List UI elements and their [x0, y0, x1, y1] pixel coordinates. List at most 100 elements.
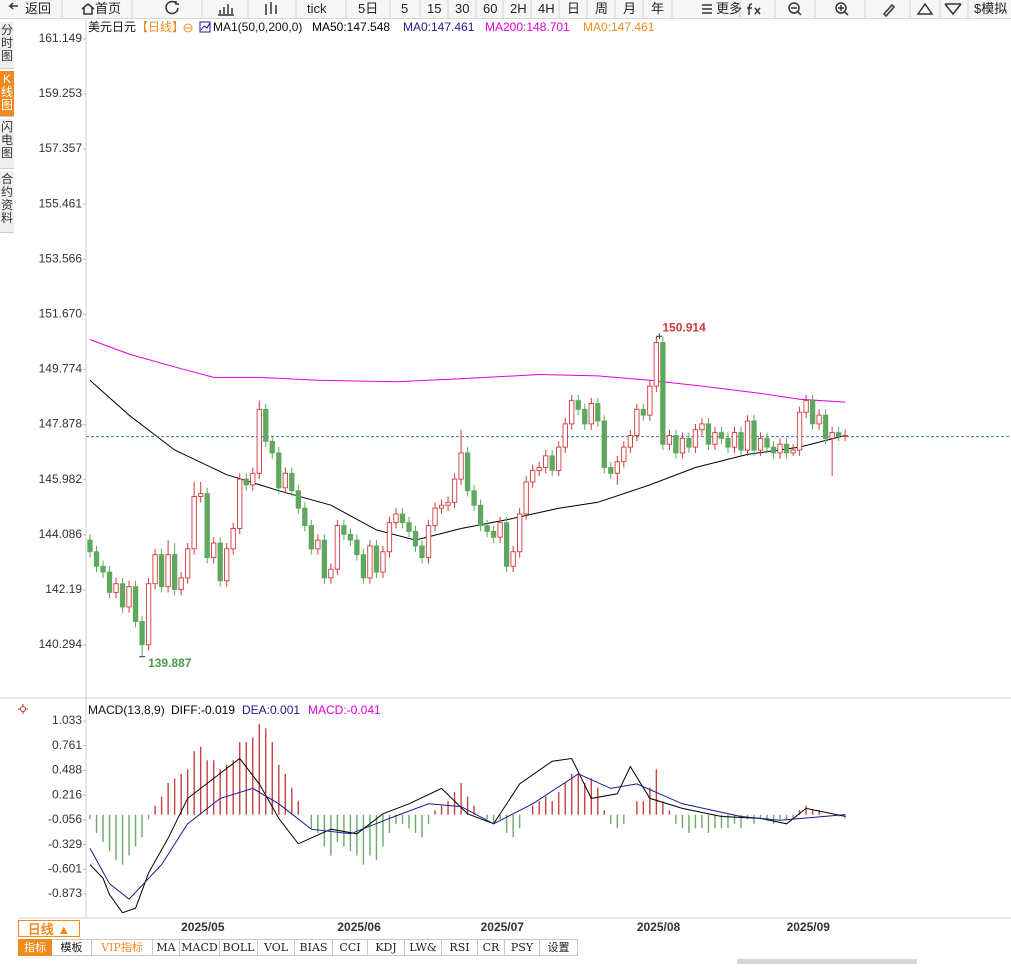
candle-body	[653, 342, 660, 387]
indicator-line	[89, 757, 846, 914]
candle-body	[419, 545, 425, 559]
low-label: 139.887	[148, 656, 192, 670]
candle-body	[237, 478, 243, 529]
sidebar-tab[interactable]: K线图	[0, 71, 14, 117]
candle-body	[367, 545, 373, 579]
candle-body	[380, 551, 386, 573]
indicator-tab[interactable]: CR	[478, 939, 505, 956]
candle-body	[679, 437, 686, 454]
indicator-tab[interactable]: CCI	[333, 939, 368, 956]
candle-body	[250, 472, 256, 486]
indicator-tab[interactable]: RSI	[442, 939, 478, 956]
toolbar-button[interactable]: 15	[427, 1, 442, 16]
indicator-tab[interactable]: 模板	[52, 939, 92, 956]
y-tick-label: 0.488	[52, 763, 82, 777]
toolbar-button[interactable]: tick	[307, 1, 327, 16]
toolbar-button[interactable]: $模拟	[974, 1, 1008, 16]
chart-icons	[183, 21, 211, 33]
indicator-tab[interactable]: MACD	[180, 939, 220, 956]
candle-body	[302, 507, 308, 527]
period-label: 【日线】	[136, 20, 184, 34]
toolbar-button[interactable]: 5日	[358, 1, 379, 16]
y-tick-label: -0.601	[48, 861, 82, 875]
indicator-tab[interactable]: VOL	[258, 939, 295, 956]
candle-body	[451, 478, 458, 503]
candle-body	[334, 525, 341, 570]
candle-body	[699, 423, 705, 431]
candle-body	[608, 467, 614, 474]
candle-body	[315, 539, 321, 550]
candle-body	[406, 522, 412, 532]
indicator-tab[interactable]: 指标	[18, 939, 52, 956]
y-tick-label: 153.566	[39, 251, 83, 265]
indicator-tab[interactable]: PSY	[505, 939, 540, 956]
candle-body	[731, 432, 738, 448]
candle-body	[263, 408, 269, 442]
macd-settings-icon[interactable]	[18, 704, 28, 714]
y-tick-label: 1.033	[52, 713, 82, 727]
candle-body	[256, 408, 262, 474]
candle-body	[836, 432, 842, 436]
indicator-line	[89, 339, 846, 403]
candle-body	[328, 568, 334, 579]
candle-body	[360, 554, 367, 579]
candle-body	[126, 586, 132, 608]
candle-body	[393, 513, 399, 524]
y-tick-label: 161.149	[39, 31, 83, 45]
toolbar-button[interactable]: 周	[595, 1, 609, 16]
high-marker	[656, 333, 663, 340]
candle-body	[647, 385, 653, 416]
toolbar-button[interactable]: 月	[623, 1, 637, 16]
indicator-tab[interactable]: BIAS	[295, 939, 333, 956]
toolbar-button[interactable]: 日	[567, 1, 581, 16]
candle-body	[523, 481, 529, 515]
candle-body	[718, 432, 725, 439]
indicator-line	[89, 773, 846, 900]
sidebar-tab[interactable]: 闪电图	[0, 119, 14, 169]
candle-body	[829, 432, 835, 439]
legend-entry: MA200:148.701	[485, 20, 570, 34]
y-tick-label: 151.670	[39, 307, 83, 321]
candle-body	[139, 621, 145, 646]
candle-body	[224, 548, 230, 582]
candle-body	[230, 528, 236, 550]
candle-body	[445, 501, 451, 506]
indicator-tab[interactable]: KDJ	[368, 939, 405, 956]
toolbar-button[interactable]: 年	[651, 1, 665, 16]
candle-body	[556, 446, 562, 471]
candle-body	[93, 551, 100, 567]
toolbar-button[interactable]: 60	[483, 1, 498, 16]
toolbar-button[interactable]: 更多	[716, 1, 743, 16]
toolbar-button[interactable]: 30	[455, 1, 470, 16]
toolbar-button[interactable]: 4H	[538, 1, 555, 16]
x-tick-label: 2025/08	[637, 920, 681, 934]
y-tick-label: 147.878	[39, 417, 83, 431]
sidebar-tab[interactable]: 分时图	[0, 22, 14, 69]
period-tab[interactable]: 日线 ▲	[18, 920, 80, 937]
sidebar-tab[interactable]: 合约资料	[0, 171, 14, 233]
instrument-title: 美元日元	[88, 20, 136, 34]
candle-body	[764, 437, 770, 448]
indicator-tab[interactable]: 设置	[540, 939, 578, 956]
candle-body	[803, 400, 809, 413]
candle-body	[425, 525, 432, 559]
candle-body	[738, 432, 744, 451]
indicator-tab[interactable]: MA	[153, 939, 180, 956]
toolbar-button[interactable]: 首页	[95, 1, 122, 16]
candle-body	[490, 530, 497, 538]
indicator-tab[interactable]: LW&	[405, 939, 442, 956]
toolbar: 返回 首页 tick 5日 5 15 30 60 2H 4H 日周月年 更多 $模拟	[0, 0, 1011, 19]
candle-body	[171, 554, 178, 590]
toolbar-button[interactable]: 返回	[25, 1, 52, 16]
toolbar-button[interactable]: 5	[401, 1, 409, 16]
candle-body	[152, 554, 158, 585]
candle-body	[666, 435, 673, 445]
toolbar-icons	[8, 0, 969, 18]
indicator-tab[interactable]: VIP指标	[92, 939, 153, 956]
indicator-tab[interactable]: BOLL	[220, 939, 258, 956]
toolbar-button[interactable]: 2H	[510, 1, 527, 16]
scrollbar[interactable]	[737, 959, 917, 964]
candle-body	[562, 423, 568, 448]
candle-body	[673, 435, 679, 454]
